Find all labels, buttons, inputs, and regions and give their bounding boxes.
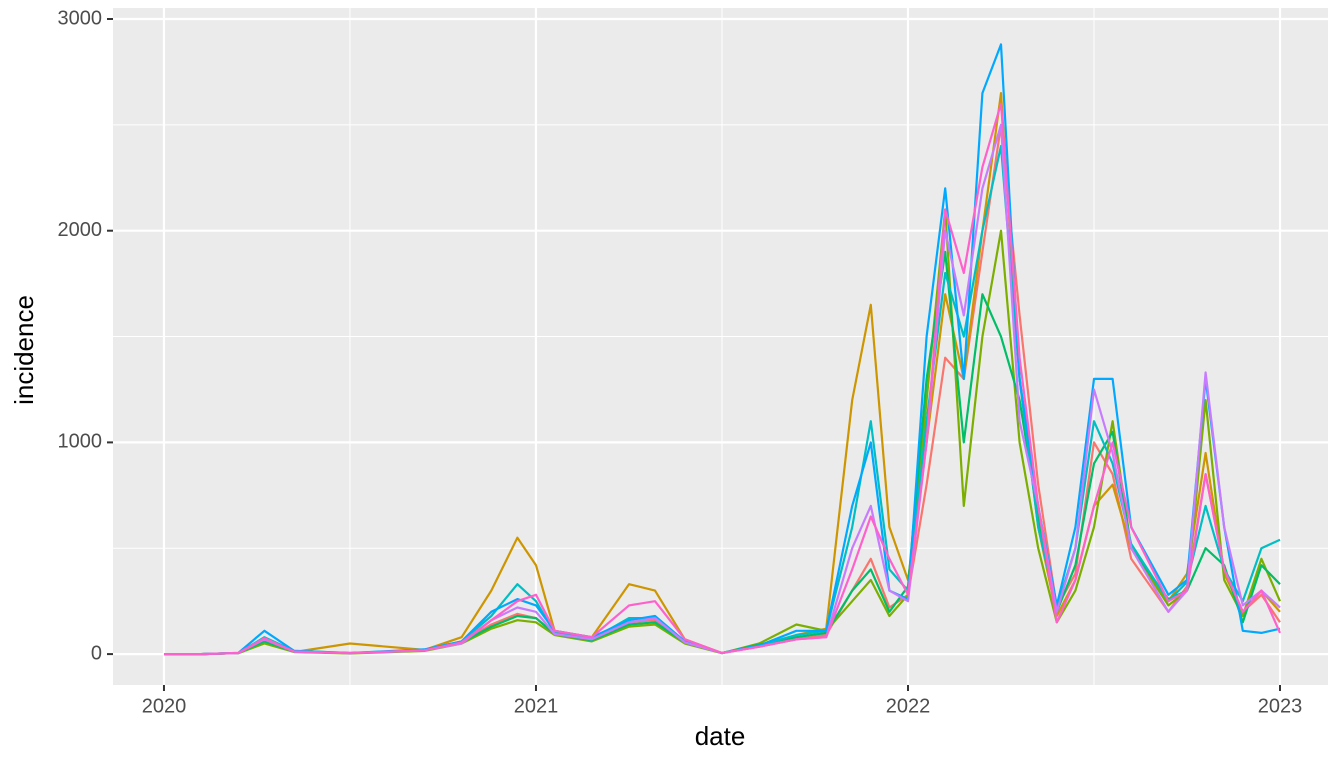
y-tick-label: 0	[91, 642, 102, 664]
x-tick-label: 2023	[1258, 695, 1303, 717]
y-tick-label: 1000	[58, 431, 103, 453]
y-tick-label: 2000	[58, 219, 103, 241]
series-line	[164, 102, 1282, 656]
x-tick-label: 2020	[142, 695, 187, 717]
y-axis-title: incidence	[9, 295, 39, 405]
x-tick-label: 2022	[886, 695, 931, 717]
plot-panel	[113, 8, 1328, 685]
x-axis-title: date	[695, 721, 746, 751]
y-tick-label: 3000	[58, 7, 103, 29]
x-tick-label: 2021	[514, 695, 559, 717]
